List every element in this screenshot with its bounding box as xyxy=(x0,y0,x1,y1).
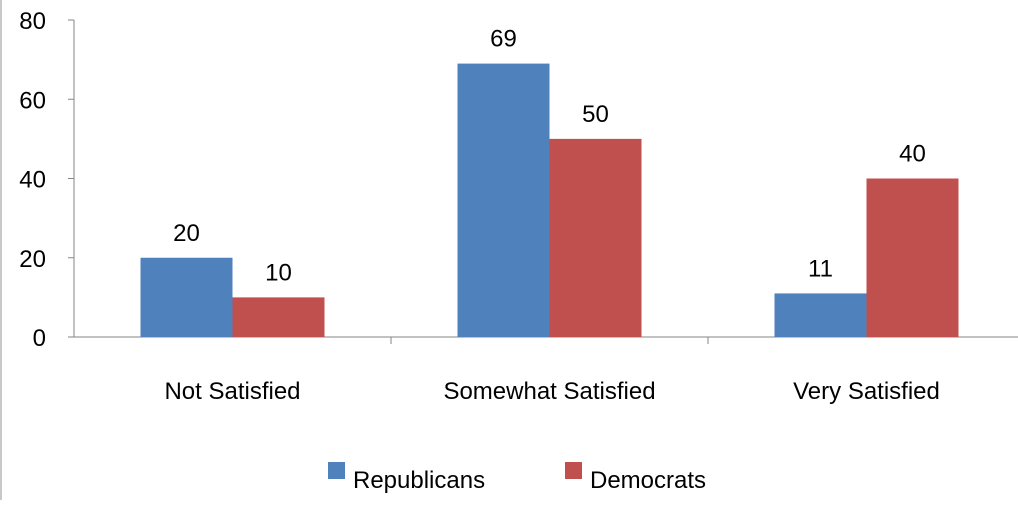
legend-swatch-republicans xyxy=(328,462,345,479)
bars xyxy=(140,63,959,338)
bar-democrats-1 xyxy=(549,138,642,337)
y-tick-label: 80 xyxy=(19,8,46,35)
y-tick-label: 20 xyxy=(19,246,46,273)
legend: Republicans Democrats xyxy=(328,462,706,494)
data-label: 20 xyxy=(173,220,200,247)
data-label: 69 xyxy=(490,26,517,53)
legend-swatch-democrats xyxy=(565,462,582,479)
x-tick-label: Very Satisfied xyxy=(793,378,940,405)
y-tick-label: 60 xyxy=(19,87,46,114)
bar-democrats-2 xyxy=(866,178,959,337)
y-tick-label: 0 xyxy=(33,325,46,352)
data-label: 40 xyxy=(899,141,926,168)
legend-label: Republicans xyxy=(353,467,485,494)
axes: 0 20 40 60 80 Not Satisfied Somewhat Satisfied… xyxy=(19,8,1018,405)
bar-republicans-1 xyxy=(457,63,550,338)
legend-label: Democrats xyxy=(590,467,706,494)
bar-democrats-0 xyxy=(232,297,325,337)
x-tick-label: Not Satisfied xyxy=(164,378,300,405)
bar-republicans-0 xyxy=(140,257,233,337)
y-tick-label: 40 xyxy=(19,167,46,194)
frame-left-edge xyxy=(0,0,2,500)
data-label: 11 xyxy=(808,255,833,282)
data-label: 10 xyxy=(265,259,292,286)
bar-republicans-2 xyxy=(774,293,867,337)
data-label: 50 xyxy=(582,101,609,128)
x-tick-label: Somewhat Satisfied xyxy=(443,378,655,405)
data-labels: 20 10 69 50 11 40 xyxy=(173,26,926,287)
